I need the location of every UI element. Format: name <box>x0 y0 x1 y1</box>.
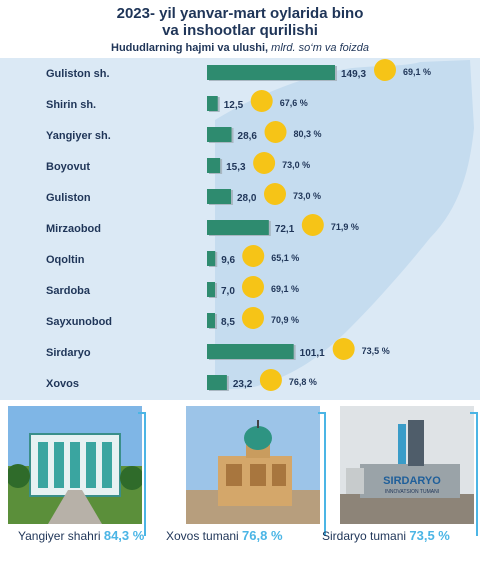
share-circle <box>264 121 287 143</box>
map-silhouette <box>215 60 474 390</box>
photo-yangiyer <box>8 406 142 524</box>
share-label: 65,1 % <box>271 253 299 263</box>
share-circle <box>250 90 273 112</box>
chart-panel: Guliston sh. Shirin sh. Yangiyer sh. Boyovu… <box>0 58 480 400</box>
xovos-mausoleum-image <box>186 406 320 524</box>
photo-xovos <box>186 406 320 524</box>
share-circle <box>374 59 396 81</box>
share-circle <box>242 307 264 329</box>
bar-chart: Guliston sh. Shirin sh. Yangiyer sh. Boyovu… <box>46 59 474 391</box>
share-label: 70,9 % <box>271 315 299 325</box>
sign-text-line2: INNOVATSION TUMANI <box>385 489 439 495</box>
share-label: 71,9 % <box>331 222 359 232</box>
bar <box>207 344 294 359</box>
value-label: 101,1 <box>300 348 325 359</box>
subtitle-units: mlrd. so‘m va foizda <box>271 42 369 54</box>
share-label: 69,1 % <box>403 67 431 77</box>
value-label: 8,5 <box>221 317 235 328</box>
caption-yangiyer: Yangiyer shahri 84,3 % <box>18 528 144 543</box>
bar <box>207 96 218 111</box>
value-label: 28,0 <box>237 193 257 204</box>
value-label: 9,6 <box>221 255 235 266</box>
category-label: Shirin sh. <box>46 99 96 111</box>
value-label: 72,1 <box>275 224 295 235</box>
chart-title: 2023- yil yanvar-mart oylarida bino va i… <box>0 5 480 39</box>
value-label: 15,3 <box>226 162 246 173</box>
value-label: 7,0 <box>221 286 235 297</box>
caption-percent: 76,8 % <box>242 528 283 543</box>
photo-frame-1 <box>138 412 146 536</box>
bar <box>207 158 221 173</box>
share-circle <box>259 369 282 391</box>
value-label: 28,6 <box>238 131 258 142</box>
photo-sirdaryo: SIRDARYO INNOVATSION TUMANI <box>340 406 474 524</box>
chart-subtitle: Hududlarning hajmi va ulushi, mlrd. so‘m… <box>0 42 480 54</box>
category-label: Boyovut <box>46 161 90 173</box>
chart-title-text: 2023- yil yanvar-mart oylarida bino va i… <box>116 5 364 39</box>
category-label: Guliston <box>46 192 91 204</box>
share-label: 69,1 % <box>271 284 299 294</box>
bar <box>207 375 227 390</box>
category-label: Oqoltin <box>46 254 85 266</box>
share-circle <box>332 338 355 360</box>
bar <box>207 127 232 142</box>
caption-xovos: Xovos tumani 76,8 % <box>166 528 283 543</box>
photo-strip: Yangiyer shahri 84,3 % Xovos tumani 76,8… <box>0 404 480 562</box>
category-label: Xovos <box>46 378 79 390</box>
share-label: 76,8 % <box>289 377 317 387</box>
share-circle <box>253 152 276 174</box>
bar <box>207 220 269 235</box>
caption-name: Yangiyer shahri <box>18 529 101 543</box>
bar <box>207 313 215 328</box>
category-label: Sardoba <box>46 285 91 297</box>
subtitle-main: Hududlarning hajmi va ulushi, <box>111 42 269 54</box>
bar <box>207 189 232 204</box>
caption-sirdaryo: Sirdaryo tumani 73,5 % <box>322 528 450 543</box>
photo-frame-3 <box>470 412 478 536</box>
category-label: Sirdaryo <box>46 347 91 359</box>
share-label: 67,6 % <box>280 98 308 108</box>
category-label: Yangiyer sh. <box>46 130 111 142</box>
yangiyer-building-image <box>8 406 142 524</box>
share-label: 73,0 % <box>282 160 310 170</box>
caption-name: Xovos tumani <box>166 529 239 543</box>
caption-percent: 73,5 % <box>409 528 450 543</box>
share-circle <box>242 276 264 298</box>
category-label: Sayxunobod <box>46 316 112 328</box>
share-circle <box>264 183 287 205</box>
value-label: 23,2 <box>233 379 253 390</box>
bar <box>207 251 216 266</box>
value-label: 12,5 <box>224 100 244 111</box>
bar <box>207 282 215 297</box>
photo-frame-2 <box>318 412 326 536</box>
category-label: Guliston sh. <box>46 68 110 80</box>
share-circle <box>301 214 324 236</box>
bar <box>207 65 335 80</box>
share-label: 73,0 % <box>293 191 321 201</box>
share-label: 80,3 % <box>294 129 322 139</box>
caption-percent: 84,3 % <box>103 528 145 543</box>
sign-text-line1: SIRDARYO <box>383 475 441 487</box>
share-label: 73,5 % <box>362 346 390 356</box>
category-label: Mirzaobod <box>46 223 101 235</box>
value-label: 149,3 <box>341 69 366 80</box>
sirdaryo-sign-image: SIRDARYO INNOVATSION TUMANI <box>340 406 474 524</box>
share-circle <box>242 245 265 267</box>
caption-name: Sirdaryo tumani <box>322 529 407 543</box>
